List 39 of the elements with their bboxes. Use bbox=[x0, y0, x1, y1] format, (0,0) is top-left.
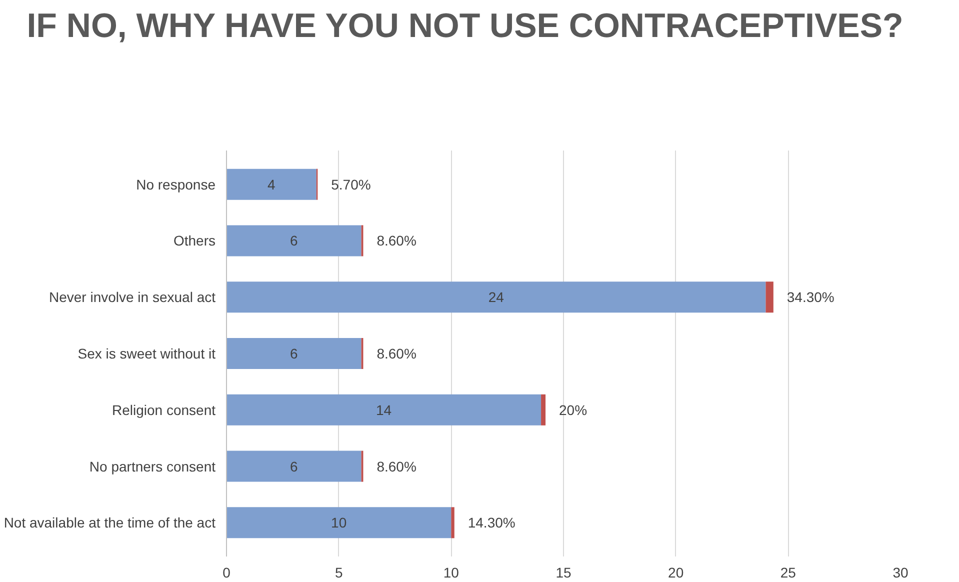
y-tick-label: No partners consent bbox=[89, 458, 216, 474]
bar bbox=[226, 450, 362, 482]
x-tick-label: 10 bbox=[443, 564, 460, 580]
bar bbox=[451, 507, 454, 538]
data-label: 8.60% bbox=[376, 232, 416, 249]
bar bbox=[226, 507, 452, 538]
x-tick-label: 20 bbox=[668, 564, 684, 580]
x-tick-label: 15 bbox=[556, 564, 572, 580]
bar bbox=[226, 338, 362, 370]
bar bbox=[226, 282, 766, 313]
data-label: 34.30% bbox=[786, 289, 834, 306]
data-label: 8.60% bbox=[376, 346, 416, 362]
bar bbox=[541, 394, 546, 426]
x-tick-label: 0 bbox=[222, 564, 231, 580]
y-tick-label: Religion consent bbox=[112, 402, 216, 418]
data-label: 6 bbox=[290, 346, 298, 362]
bar bbox=[226, 394, 542, 426]
data-label: 14.30% bbox=[468, 514, 516, 531]
y-tick-label: Others bbox=[173, 232, 216, 249]
y-tick-label: Sex is sweet without it bbox=[78, 346, 216, 362]
y-tick-label: No response bbox=[136, 176, 216, 192]
data-label: 10 bbox=[331, 514, 347, 531]
y-tick-label: Not available at the time of the act bbox=[4, 514, 216, 531]
data-label: 6 bbox=[290, 458, 298, 474]
chart-title: IF NO, WHY HAVE YOU NOT USE CONTRACEPTIVES? bbox=[26, 6, 904, 47]
data-label: 20% bbox=[559, 402, 588, 418]
y-tick-label: Never involve in sexual act bbox=[48, 289, 216, 306]
bar bbox=[226, 225, 362, 256]
data-label: 5.70% bbox=[331, 176, 371, 192]
bar bbox=[766, 282, 774, 313]
data-label: 6 bbox=[290, 232, 298, 249]
x-tick-label: 5 bbox=[334, 564, 343, 580]
bar bbox=[226, 168, 316, 200]
data-label: 8.60% bbox=[376, 458, 416, 474]
x-tick-label: 30 bbox=[892, 564, 908, 580]
data-label: 4 bbox=[268, 176, 276, 192]
data-label: 14 bbox=[376, 402, 392, 418]
data-label: 24 bbox=[488, 289, 504, 306]
x-tick-label: 25 bbox=[780, 564, 796, 580]
